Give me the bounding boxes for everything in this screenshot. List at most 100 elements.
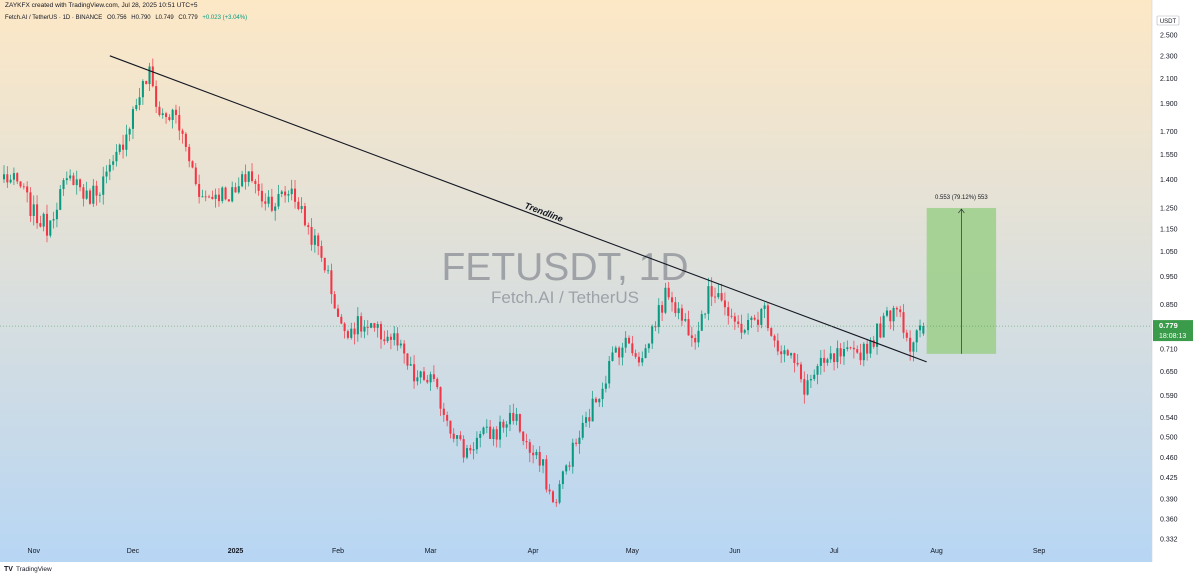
currency-label: USDT <box>1160 19 1177 25</box>
candle-body <box>915 330 918 343</box>
candle-body <box>551 491 554 503</box>
candle-body <box>922 326 925 334</box>
candle-body <box>842 348 846 357</box>
candle-body <box>670 297 674 303</box>
candle-body <box>502 421 505 428</box>
candle-body <box>446 414 449 421</box>
candle-body <box>846 347 849 349</box>
candle-body <box>899 309 902 313</box>
symbol-legend[interactable]: Fetch.AI / TetherUS · 1D · BINANCE O0.75… <box>5 15 247 21</box>
candle-body <box>661 305 664 313</box>
candle-body <box>614 347 617 353</box>
candle-body <box>198 184 201 197</box>
candle-body <box>128 128 131 135</box>
candle-body <box>680 308 683 321</box>
candle-body <box>366 326 369 328</box>
candle-body <box>637 356 640 363</box>
candle-body <box>456 435 459 439</box>
candle-body <box>389 336 392 340</box>
currency-box <box>1156 15 1180 26</box>
candle-body <box>125 134 128 150</box>
candle-body <box>260 190 263 202</box>
candle-body <box>16 173 19 182</box>
footer-branding[interactable]: TV TradingView <box>4 566 52 573</box>
candle-body <box>740 323 743 333</box>
candle-body <box>700 314 703 331</box>
candle-body <box>809 379 812 381</box>
price-tick-label: 0.332 <box>1160 537 1178 544</box>
candle-body <box>469 448 472 451</box>
target-arrow-head <box>958 208 965 214</box>
candle-body <box>55 209 58 220</box>
candle-body <box>459 435 462 440</box>
candle-body <box>644 348 647 359</box>
candle-body <box>290 188 293 195</box>
candle-body <box>353 328 356 335</box>
candle-body <box>88 190 92 204</box>
candle-body <box>214 194 217 199</box>
price-tick-label: 2.300 <box>1160 53 1178 60</box>
candle-body <box>608 360 611 384</box>
countdown-label: 18:08:13 <box>1159 333 1186 340</box>
candle-body <box>277 193 280 207</box>
candle-body <box>413 364 416 382</box>
candle-body <box>178 115 181 131</box>
candle-body <box>651 326 654 344</box>
candle-body <box>300 206 303 210</box>
time-axis: Nov Dec 2025 Feb Mar Apr May Jun Jul Aug Sep <box>28 548 1046 555</box>
candle-body <box>52 219 55 221</box>
candle-body <box>499 421 502 440</box>
candle-body <box>168 117 171 120</box>
candle-body <box>816 365 819 375</box>
candle-body <box>489 426 492 439</box>
candle-body <box>856 349 859 353</box>
candle-body <box>833 353 836 363</box>
candle-body <box>568 465 571 467</box>
candle-body <box>118 144 121 152</box>
candle-body <box>181 130 184 134</box>
candle-body <box>753 317 756 320</box>
candle-body <box>813 374 816 380</box>
symbol-description: Fetch.AI / TetherUS · 1D · BINANCE <box>5 15 103 21</box>
candle-body <box>59 189 62 210</box>
price-tick-label: 2.500 <box>1160 33 1178 40</box>
candle-body <box>823 357 826 363</box>
candle-body <box>343 323 346 332</box>
candle-body <box>287 194 290 196</box>
candle-body <box>862 343 865 361</box>
candle-body <box>12 173 15 180</box>
candle-body <box>866 343 869 354</box>
candle-body <box>19 181 22 187</box>
candle-body <box>869 340 872 354</box>
candle-body <box>247 171 250 182</box>
candle-body <box>647 343 650 349</box>
candle-body <box>628 337 631 344</box>
candle-body <box>704 313 707 315</box>
candle-body <box>479 433 482 438</box>
candle-body <box>237 186 240 193</box>
candle-body <box>750 317 753 320</box>
low-value: L0.749 <box>155 15 174 21</box>
last-price-label: 0.779 <box>1159 321 1178 330</box>
candle-body <box>799 364 803 380</box>
candle-body <box>32 204 35 216</box>
candle-body <box>793 353 796 363</box>
candle-body <box>399 343 402 346</box>
candle-body <box>317 235 320 247</box>
candle-body <box>360 316 363 332</box>
candle-body <box>684 319 687 321</box>
candle-body <box>733 316 736 322</box>
candle-body <box>796 362 799 365</box>
candle-body <box>747 319 750 331</box>
candle-body <box>505 424 508 428</box>
candle-body <box>664 287 667 313</box>
candle-body <box>631 343 634 354</box>
candle-body <box>611 352 614 361</box>
candle-body <box>720 293 723 301</box>
candle-body <box>601 388 604 400</box>
candle-body <box>112 161 115 165</box>
candle-body <box>217 194 220 202</box>
price-axis-background <box>1152 0 1200 562</box>
